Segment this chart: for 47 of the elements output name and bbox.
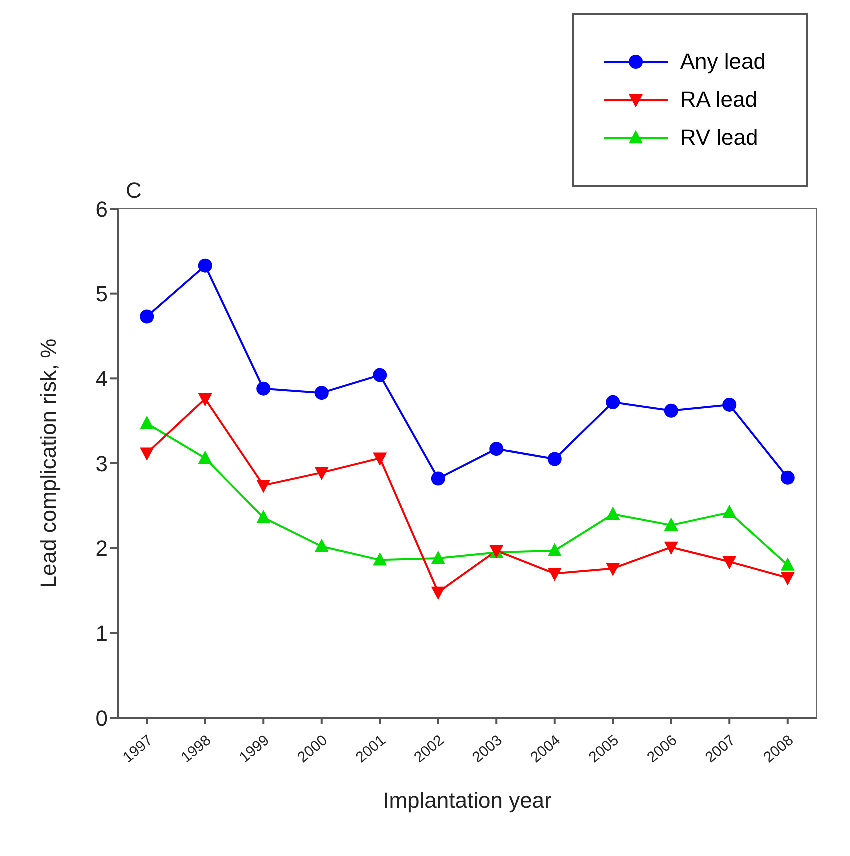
point <box>373 368 388 382</box>
point <box>140 448 154 462</box>
y-tick-label: 5 <box>96 282 108 307</box>
point <box>722 398 737 412</box>
y-tick-label: 0 <box>96 706 108 731</box>
point <box>198 393 212 407</box>
point <box>140 310 154 324</box>
legend-label: RA lead <box>680 87 758 113</box>
legend-label: RV lead <box>680 125 758 151</box>
point <box>314 386 329 400</box>
legend-label: Any lead <box>680 49 766 75</box>
point <box>490 442 504 456</box>
point <box>256 382 271 396</box>
y-tick-label: 1 <box>96 620 108 646</box>
point <box>780 470 795 485</box>
point <box>256 480 271 494</box>
point <box>198 258 212 273</box>
point <box>314 467 329 481</box>
y-tick-label: 6 <box>96 196 108 222</box>
point <box>548 452 562 466</box>
point <box>314 538 329 552</box>
point <box>780 572 795 586</box>
point <box>606 506 620 520</box>
y-tick-label: 3 <box>96 451 108 476</box>
text: C <box>126 178 142 204</box>
point <box>722 556 737 570</box>
point <box>431 550 446 564</box>
point <box>606 395 620 410</box>
point <box>373 452 388 466</box>
point <box>140 416 154 430</box>
y-axis-title: Lead complication risk, % <box>36 338 61 588</box>
y-tick-label: 4 <box>96 366 108 392</box>
point <box>606 563 620 576</box>
point <box>431 586 446 600</box>
point <box>664 518 678 532</box>
point <box>373 552 388 566</box>
point <box>256 510 271 524</box>
y-tick-label: 2 <box>96 536 108 562</box>
point <box>664 542 678 556</box>
point <box>431 472 446 486</box>
point <box>664 404 678 418</box>
point <box>548 543 562 556</box>
point <box>722 505 737 518</box>
point <box>198 450 212 464</box>
x-axis-title: Implantation year <box>383 788 552 813</box>
point <box>780 558 795 571</box>
point <box>548 568 562 582</box>
